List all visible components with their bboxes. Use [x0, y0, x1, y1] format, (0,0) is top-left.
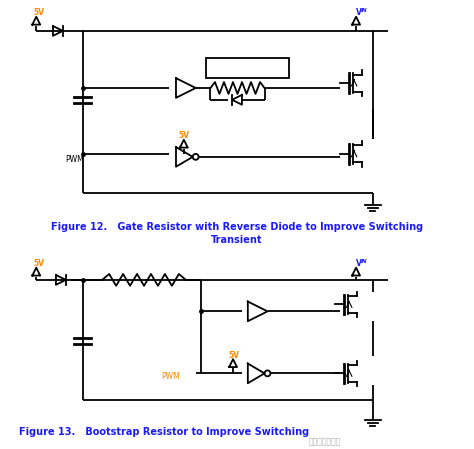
Text: PWM: PWM	[161, 372, 180, 381]
Text: V: V	[356, 259, 362, 268]
Text: IN: IN	[361, 8, 368, 13]
Text: 5V: 5V	[228, 351, 239, 360]
Text: 硬件电路工程师: 硬件电路工程师	[309, 437, 341, 446]
Text: Figure 12.   Gate Resistor with Reverse Diode to Improve Switching: Figure 12. Gate Resistor with Reverse Di…	[51, 222, 423, 232]
Text: 5V: 5V	[33, 259, 44, 268]
Text: Transient: Transient	[211, 235, 263, 245]
Text: Figure 13.   Bootstrap Resistor to Improve Switching: Figure 13. Bootstrap Resistor to Improve…	[18, 427, 309, 436]
Text: 5V: 5V	[33, 8, 44, 17]
Text: V: V	[356, 8, 362, 17]
Text: 5V: 5V	[179, 131, 190, 140]
Text: IN: IN	[361, 259, 368, 264]
Text: PWM: PWM	[65, 155, 83, 164]
